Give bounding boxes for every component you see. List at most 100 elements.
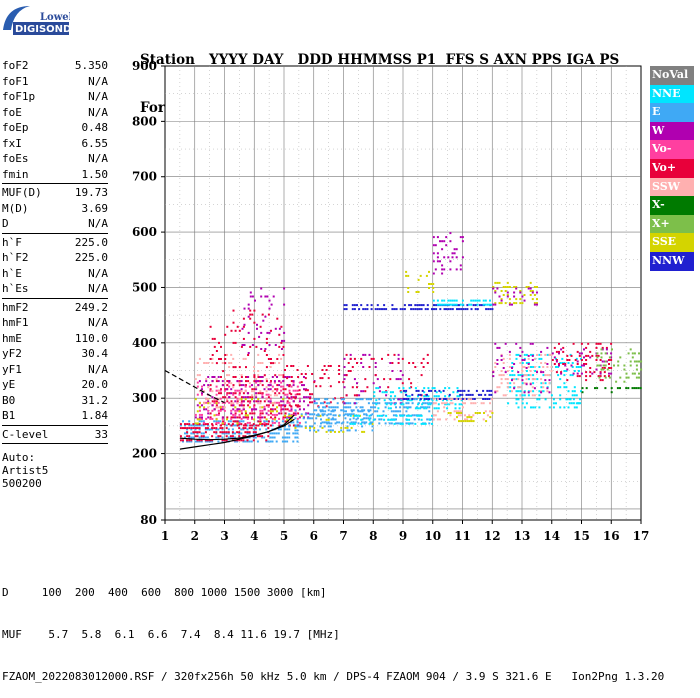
param-row: MUF(D) 19.73 bbox=[2, 185, 108, 201]
echo-point bbox=[548, 382, 551, 385]
echo-point bbox=[276, 317, 279, 320]
echo-point bbox=[288, 409, 291, 412]
echo-point bbox=[506, 294, 509, 296]
echo-point bbox=[521, 362, 524, 364]
echo-point bbox=[466, 416, 469, 419]
echo-point bbox=[259, 420, 262, 423]
echo-point bbox=[552, 402, 555, 405]
echo-point bbox=[245, 380, 247, 383]
y-tick-label: 200 bbox=[132, 447, 157, 461]
echo-point bbox=[282, 417, 285, 420]
echo-point bbox=[194, 431, 197, 434]
echo-point bbox=[511, 378, 514, 381]
echo-point bbox=[211, 424, 214, 427]
echo-point bbox=[211, 357, 214, 360]
echo-point bbox=[417, 414, 420, 417]
echo-point bbox=[349, 353, 352, 356]
echo-point bbox=[286, 436, 289, 439]
echo-point bbox=[263, 405, 266, 408]
echo-point bbox=[422, 304, 425, 307]
echo-point bbox=[300, 425, 303, 428]
echo-point bbox=[598, 364, 601, 367]
echo-point bbox=[223, 389, 226, 392]
echo-point bbox=[408, 414, 411, 417]
echo-point bbox=[290, 385, 293, 388]
echo-point bbox=[245, 376, 247, 378]
echo-point bbox=[461, 256, 464, 259]
echo-point bbox=[436, 256, 439, 259]
echo-point bbox=[367, 402, 370, 405]
echo-point bbox=[439, 240, 441, 243]
echo-point bbox=[417, 291, 420, 293]
echo-point bbox=[276, 384, 279, 387]
echo-point bbox=[251, 313, 254, 316]
echo-point bbox=[435, 407, 438, 410]
echo-point bbox=[595, 359, 598, 361]
echo-point bbox=[637, 387, 640, 390]
echo-point bbox=[571, 366, 574, 368]
echo-point bbox=[523, 374, 526, 377]
echo-point bbox=[420, 394, 423, 397]
echo-point bbox=[551, 359, 554, 361]
echo-point bbox=[259, 376, 262, 378]
echo-point bbox=[232, 309, 235, 312]
echo-point bbox=[217, 420, 220, 423]
echo-point bbox=[261, 313, 264, 316]
echo-point bbox=[560, 348, 563, 351]
echo-point bbox=[573, 370, 576, 372]
echo-point bbox=[546, 387, 549, 390]
param-label: fmin bbox=[2, 167, 29, 181]
echo-point bbox=[398, 387, 401, 390]
echo-point bbox=[280, 325, 283, 328]
echo-point bbox=[218, 358, 220, 360]
echo-point bbox=[194, 413, 197, 416]
echo-point bbox=[434, 244, 437, 247]
echo-point bbox=[449, 299, 452, 302]
echo-point bbox=[292, 432, 295, 435]
echo-point bbox=[434, 414, 437, 417]
echo-point bbox=[240, 401, 243, 404]
echo-point bbox=[536, 378, 539, 381]
echo-point bbox=[625, 372, 628, 375]
echo-point bbox=[474, 402, 477, 405]
echo-point bbox=[225, 432, 228, 435]
echo-point bbox=[188, 423, 191, 426]
echo-point bbox=[456, 416, 458, 419]
header-line1: Station YYYY DAY DDD HHMMSS P1 FFS S AXN… bbox=[140, 52, 620, 68]
echo-point bbox=[370, 304, 373, 307]
echo-point bbox=[247, 331, 250, 334]
echo-point bbox=[381, 391, 384, 394]
echo-point bbox=[288, 416, 291, 419]
echo-point bbox=[409, 422, 412, 425]
echo-point bbox=[397, 422, 399, 425]
echo-point bbox=[265, 397, 268, 400]
echo-point bbox=[215, 380, 218, 383]
echo-point bbox=[451, 252, 454, 255]
echo-point bbox=[240, 398, 243, 401]
logo-swoosh bbox=[3, 6, 30, 30]
echo-point bbox=[234, 436, 236, 439]
echo-point bbox=[275, 420, 278, 423]
echo-point bbox=[244, 385, 247, 388]
echo-point bbox=[527, 390, 530, 393]
echo-point bbox=[529, 383, 532, 386]
echo-point bbox=[238, 404, 241, 407]
echo-point bbox=[281, 440, 284, 443]
echo-point bbox=[309, 396, 312, 399]
echo-point bbox=[309, 417, 311, 420]
echo-point bbox=[414, 366, 417, 368]
echo-point bbox=[236, 389, 239, 392]
param-label: fxI bbox=[2, 136, 22, 150]
echo-point bbox=[257, 424, 260, 427]
echo-point bbox=[334, 414, 337, 417]
echo-point bbox=[456, 304, 458, 307]
echo-point bbox=[213, 414, 216, 417]
echo-point bbox=[292, 421, 295, 424]
echo-point bbox=[416, 304, 419, 307]
echo-point bbox=[378, 308, 381, 311]
echo-point bbox=[527, 374, 530, 377]
echo-point bbox=[610, 391, 613, 394]
echo-point bbox=[303, 408, 305, 411]
echo-point bbox=[196, 381, 199, 384]
echo-point bbox=[552, 406, 555, 409]
